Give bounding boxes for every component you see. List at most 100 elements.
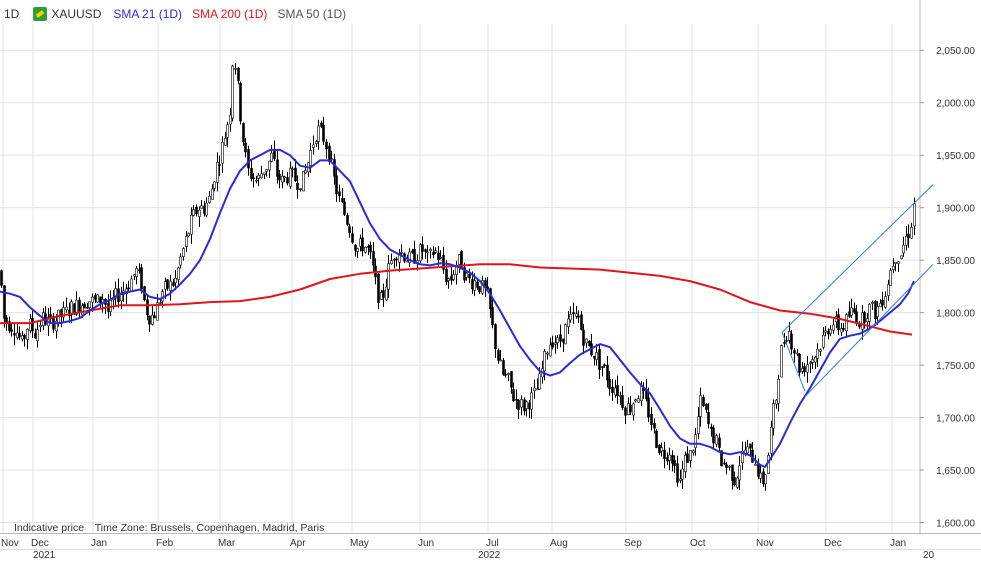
candle-body: [424, 249, 427, 252]
candle-body: [185, 236, 188, 247]
indicative-price-label: Indicative price: [14, 522, 85, 534]
candle-body: [278, 173, 281, 181]
candle-body: [837, 314, 840, 331]
candle-body: [525, 401, 528, 409]
candle-body: [520, 399, 523, 408]
candle-body: [203, 205, 206, 214]
candle-body: [99, 296, 102, 303]
candle-body: [577, 315, 580, 318]
candle-body: [439, 257, 442, 259]
candle-body: [10, 329, 13, 332]
x-month-label: Oct: [690, 538, 706, 549]
candle-body: [231, 65, 234, 119]
candle-body: [887, 284, 890, 296]
candle-body: [907, 233, 910, 238]
period-label[interactable]: 1D: [4, 7, 20, 21]
candle-body: [400, 252, 403, 254]
candle-body: [806, 364, 809, 373]
candle-body: [572, 311, 575, 315]
candle-body: [320, 122, 323, 127]
candle-body: [195, 206, 198, 215]
candle-body: [23, 334, 26, 339]
candle-body: [343, 201, 346, 215]
candle-body: [94, 295, 97, 300]
candle-body: [653, 423, 656, 429]
candle-body: [580, 314, 583, 330]
candle-body: [681, 468, 684, 480]
candle-body: [611, 386, 614, 393]
candle-body: [564, 324, 567, 345]
x-month-label: Nov: [756, 538, 774, 549]
candle-body: [530, 392, 533, 410]
y-tick-label: 2,050.00: [936, 46, 975, 57]
y-tick-label: 1,750.00: [936, 361, 975, 372]
candle-body: [192, 209, 195, 216]
legend-sma21[interactable]: SMA 21 (1D): [113, 7, 183, 21]
candle-body: [502, 360, 505, 375]
legend-sma200[interactable]: SMA 200 (1D): [192, 7, 268, 21]
candle-body: [419, 244, 422, 262]
candle-body: [166, 279, 169, 289]
candle-body: [148, 315, 151, 325]
candle-body: [647, 397, 650, 418]
candle-body: [754, 463, 757, 466]
trendline: [804, 263, 934, 397]
candle-body: [322, 124, 325, 142]
candle-body: [328, 145, 331, 162]
x-month-label: Jul: [486, 538, 499, 549]
x-month-label: May: [350, 538, 369, 549]
y-tick-label: 1,650.00: [936, 466, 975, 477]
candle-body: [127, 287, 130, 290]
candle-body: [533, 387, 536, 391]
candle-body: [559, 334, 562, 342]
candle-body: [731, 464, 734, 481]
candle-body: [819, 349, 822, 352]
candle-body: [855, 311, 858, 323]
candle-body: [705, 404, 708, 410]
candle-body: [200, 205, 203, 209]
candle-body: [777, 378, 780, 404]
candle-body: [621, 395, 624, 409]
candle-body: [746, 446, 749, 454]
candle-body: [382, 290, 385, 298]
candle-body: [489, 288, 492, 309]
candle-body: [606, 364, 609, 381]
candle-body: [468, 274, 471, 279]
symbol-label[interactable]: XAUUSD: [51, 7, 102, 21]
candle-body: [863, 312, 866, 323]
candle-body: [315, 141, 318, 144]
legend-sma50[interactable]: SMA 50 (1D): [277, 7, 347, 21]
candle-body: [759, 472, 762, 479]
candle-body: [723, 462, 726, 465]
candle-body: [585, 338, 588, 344]
candle-body: [250, 167, 253, 179]
candle-body: [556, 337, 559, 344]
candle-body: [75, 299, 78, 315]
candle-body: [507, 373, 510, 375]
candle-body: [177, 267, 180, 280]
candle-body: [504, 374, 507, 376]
candle-body: [692, 450, 695, 454]
candle-body: [268, 160, 271, 171]
candle-body: [96, 294, 99, 303]
candle-body: [187, 233, 190, 237]
candle-body: [549, 344, 552, 357]
candle-body: [153, 315, 156, 319]
candle-body: [437, 252, 440, 260]
candle-body: [356, 248, 359, 252]
candle-body: [738, 465, 741, 481]
candle-body: [273, 149, 276, 159]
candle-body: [634, 399, 637, 402]
candle-body: [689, 450, 692, 461]
candle-body: [299, 188, 302, 190]
candle-body: [842, 328, 845, 330]
candle-body: [595, 352, 598, 361]
candle-body: [601, 366, 604, 368]
candle-body: [798, 353, 801, 373]
candle-body: [546, 352, 549, 355]
candle-body: [673, 459, 676, 466]
x-month-label: Jan: [890, 538, 906, 549]
candle-body: [676, 463, 679, 483]
candle-body: [260, 173, 263, 179]
